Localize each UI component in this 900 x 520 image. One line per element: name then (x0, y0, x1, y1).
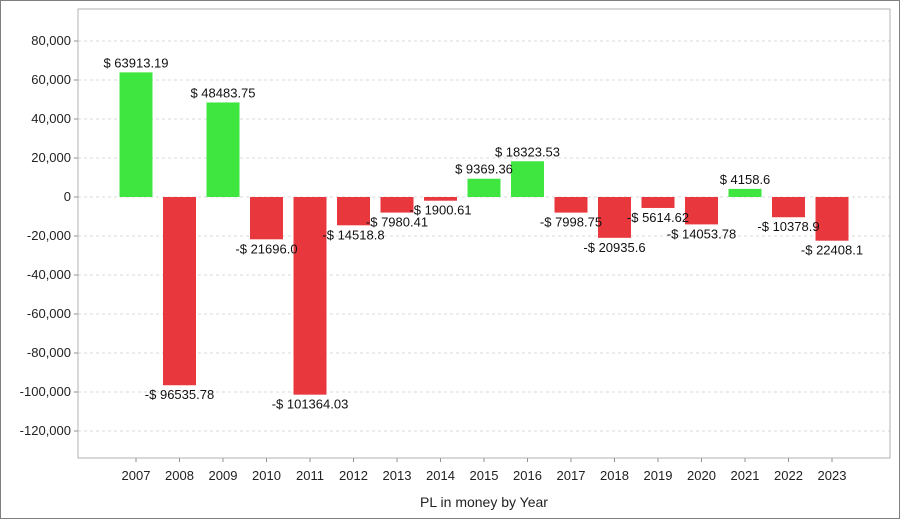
data-label-2015: $ 9369.36 (455, 162, 513, 177)
x-tick-label-2015: 2015 (470, 468, 499, 483)
y-axis-ticks: 80,000 60,000 40,000 20,000 0 -20,000 -40,000 -… (20, 33, 78, 438)
y-tick-label: 20,000 (31, 150, 71, 165)
x-tick-label-2016: 2016 (513, 468, 542, 483)
bar-2011 (293, 197, 327, 395)
x-tick-label-2009: 2009 (209, 468, 238, 483)
data-label-2008: -$ 96535.78 (145, 387, 214, 402)
bar-2007 (119, 72, 153, 197)
data-label-2023: -$ 22408.1 (801, 243, 863, 258)
bar-2014 (424, 197, 457, 201)
bar-2013 (380, 197, 414, 213)
data-label-2012: -$ 14518.8 (322, 227, 384, 242)
bar-2009 (206, 102, 240, 197)
y-tick-label: -80,000 (27, 345, 71, 360)
bar-2023 (815, 197, 849, 241)
bar-2018 (598, 197, 631, 238)
x-tick-label-2007: 2007 (122, 468, 151, 483)
data-label-2017: -$ 7998.75 (540, 215, 602, 230)
x-tick-label-2012: 2012 (339, 468, 368, 483)
x-tick-label-2013: 2013 (383, 468, 412, 483)
plot-border (77, 8, 891, 459)
x-tick-label-2020: 2020 (687, 468, 716, 483)
data-label-2019: -$ 5614.62 (627, 210, 689, 225)
x-tick-label-2011: 2011 (296, 468, 324, 483)
y-tick-label: -60,000 (27, 306, 71, 321)
bar-2020 (685, 197, 718, 225)
data-label-2018: -$ 20935.6 (583, 240, 645, 255)
bars (119, 72, 849, 395)
data-label-2021: $ 4158.6 (720, 172, 771, 187)
x-axis-ticks: 2007 2008 2009 2010 2011 2012 2013 2014 2015 2016… (122, 458, 847, 483)
bar-2021 (728, 188, 762, 197)
data-label-2020: -$ 14053.78 (667, 226, 736, 241)
x-tick-label-2017: 2017 (557, 468, 586, 483)
y-tick-label: -40,000 (27, 267, 71, 282)
data-label-2010: -$ 21696.0 (235, 241, 297, 256)
data-label-2013: -$ 7980.41 (366, 215, 428, 230)
data-label-2014: -$ 1900.61 (409, 203, 471, 218)
bar-2008 (163, 197, 196, 386)
x-tick-label-2019: 2019 (644, 468, 673, 483)
x-axis-title: PL in money by Year (420, 494, 548, 510)
x-tick-label-2021: 2021 (731, 468, 760, 483)
data-label-2016: $ 18323.53 (495, 144, 560, 159)
data-label-2022: -$ 10378.9 (757, 219, 819, 234)
x-tick-label-2010: 2010 (252, 468, 281, 483)
plot-area (78, 9, 890, 458)
data-labels: $ 63913.19 -$ 96535.78 $ 48483.75 -$ 21696.… (103, 55, 863, 411)
bar-2017 (554, 197, 588, 213)
x-tick-label-2014: 2014 (426, 468, 455, 483)
bar-2012 (337, 197, 370, 226)
x-tick-label-2023: 2023 (818, 468, 847, 483)
x-tick-label-2018: 2018 (600, 468, 629, 483)
x-tick-label-2022: 2022 (774, 468, 803, 483)
bar-2016 (511, 161, 544, 197)
x-tick-label-2008: 2008 (165, 468, 194, 483)
y-tick-label: 0 (64, 189, 71, 204)
bar-2022 (772, 197, 805, 218)
y-tick-label: 60,000 (31, 72, 71, 87)
y-tick-label: 80,000 (31, 33, 71, 48)
y-tick-label: -20,000 (27, 228, 71, 243)
bar-2019 (641, 197, 675, 208)
data-label-2009: $ 48483.75 (190, 85, 255, 100)
data-label-2011: -$ 101364.03 (272, 397, 349, 412)
y-tick-label: -100,000 (20, 384, 71, 399)
data-label-2007: $ 63913.19 (103, 55, 168, 70)
y-tick-label: 40,000 (31, 111, 71, 126)
bar-2015 (467, 178, 501, 197)
y-tick-label: -120,000 (20, 423, 71, 438)
bar-2010 (250, 197, 283, 240)
